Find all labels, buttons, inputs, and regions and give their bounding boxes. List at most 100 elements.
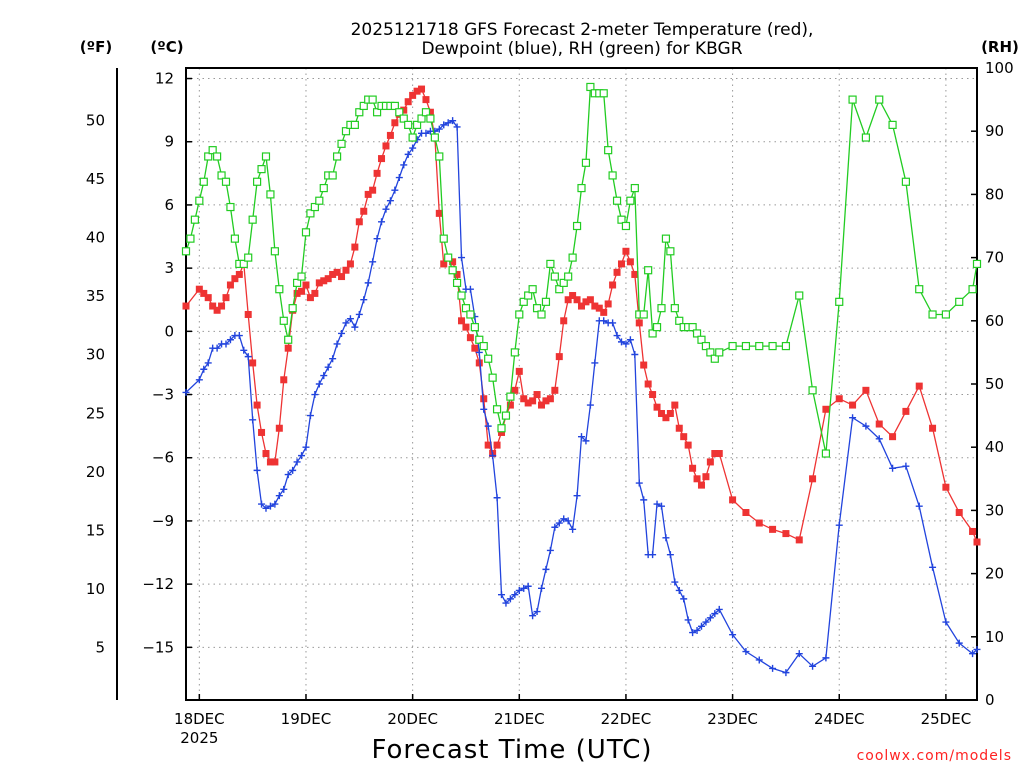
- dewpoint-point: [929, 563, 937, 571]
- dewpoint-point: [564, 517, 572, 525]
- temperature-point: [449, 258, 457, 266]
- fahrenheit-tick-label: 45: [86, 170, 105, 188]
- rh-point: [253, 177, 262, 186]
- temperature-point: [889, 433, 897, 441]
- rh-point: [968, 285, 977, 294]
- rh-tick-label: 10: [985, 628, 1004, 646]
- dewpoint-point: [533, 608, 541, 616]
- temperature-point: [182, 302, 190, 310]
- rh-point: [510, 348, 519, 357]
- temperature-point: [622, 247, 630, 255]
- temperature-point: [511, 386, 519, 394]
- dewpoint-point: [298, 452, 306, 460]
- temperature-point: [231, 275, 239, 283]
- rh-point: [190, 215, 199, 224]
- temperature-point: [244, 310, 252, 318]
- rh-point: [355, 108, 364, 117]
- rh-point: [848, 95, 857, 104]
- dewpoint-point: [315, 380, 323, 388]
- rh-point: [701, 341, 711, 351]
- dewpoint-point: [404, 150, 412, 158]
- dewpoint-point: [382, 205, 390, 213]
- dewpoint-point: [795, 650, 803, 658]
- dewpoint-point: [373, 235, 381, 243]
- dewpoint-point: [449, 117, 457, 125]
- rh-point: [697, 335, 706, 344]
- temperature-point: [409, 91, 417, 99]
- temperature-point: [484, 441, 492, 449]
- dewpoint-point: [631, 351, 639, 359]
- temperature-point: [582, 298, 590, 306]
- rh-point: [741, 341, 751, 351]
- dewpoint-point: [391, 186, 399, 194]
- rh-point: [257, 165, 266, 174]
- temperature-point: [293, 289, 301, 297]
- temperature-point: [617, 260, 625, 268]
- dewpoint-point: [480, 405, 488, 413]
- rh-point: [550, 272, 559, 281]
- rh-point: [181, 247, 191, 256]
- dewpoint-point: [626, 336, 634, 344]
- dewpoint-point: [244, 353, 252, 361]
- rh-point: [297, 272, 306, 281]
- rh-tick-label: 80: [985, 185, 1004, 203]
- temperature-point: [204, 294, 212, 302]
- celsius-tick-label: 6: [164, 196, 174, 214]
- temperature-point: [462, 323, 470, 331]
- dewpoint-point: [493, 494, 501, 502]
- rh-point: [501, 411, 511, 420]
- rh-point: [315, 196, 324, 205]
- rh-point: [577, 183, 586, 193]
- temperature-point: [626, 258, 634, 266]
- rh-point: [395, 108, 404, 117]
- dewpoint-point: [484, 422, 492, 430]
- temperature-point: [284, 344, 292, 352]
- temperature-point: [657, 409, 665, 417]
- temperature-point: [338, 273, 346, 281]
- rh-point: [195, 196, 204, 205]
- rh-point: [666, 247, 675, 256]
- dewpoint-point: [680, 595, 688, 603]
- temperature-point: [755, 519, 763, 527]
- temperature-point: [666, 409, 674, 417]
- temperature-point: [235, 270, 243, 278]
- temperature-point: [706, 458, 714, 466]
- dewpoint-point: [551, 523, 559, 531]
- dewpoint-point: [666, 551, 674, 559]
- dewpoint-point: [182, 388, 190, 396]
- dewpoint-point: [351, 323, 359, 331]
- temperature-point: [591, 302, 599, 310]
- x-tick-label: 21DEC: [494, 710, 545, 728]
- dewpoint-point: [849, 414, 857, 422]
- rh-point: [706, 348, 715, 357]
- dewpoint-line: [185, 119, 978, 674]
- temperature-point: [560, 317, 568, 325]
- temperature-point: [533, 391, 541, 399]
- dewpoint-point: [364, 279, 372, 287]
- temperature-point: [249, 359, 257, 367]
- temperature-point: [302, 281, 310, 289]
- temperature-point: [684, 441, 692, 449]
- temperature-point: [538, 401, 546, 409]
- temperature-point: [351, 243, 359, 251]
- rh-point: [972, 259, 982, 269]
- dewpoint-point: [591, 359, 599, 367]
- rh-point: [372, 108, 382, 117]
- temperature-point: [689, 464, 697, 472]
- temperature-point: [466, 334, 474, 342]
- temperature-point: [573, 296, 581, 304]
- dewpoint-point: [538, 584, 546, 592]
- temperature-point: [524, 399, 532, 407]
- dewpoint-point: [506, 595, 514, 603]
- rh-point: [728, 341, 737, 351]
- rh-point: [657, 304, 666, 313]
- temperature-point: [262, 450, 270, 458]
- x-tick-sublabel: 2025: [180, 729, 218, 747]
- dewpoint-point: [458, 254, 466, 262]
- temperature-point: [404, 98, 412, 106]
- rh-point: [528, 285, 537, 294]
- dewpoint-point: [555, 519, 563, 527]
- temperature-point: [498, 428, 506, 436]
- rh-point: [519, 297, 528, 306]
- rh-point: [572, 221, 582, 231]
